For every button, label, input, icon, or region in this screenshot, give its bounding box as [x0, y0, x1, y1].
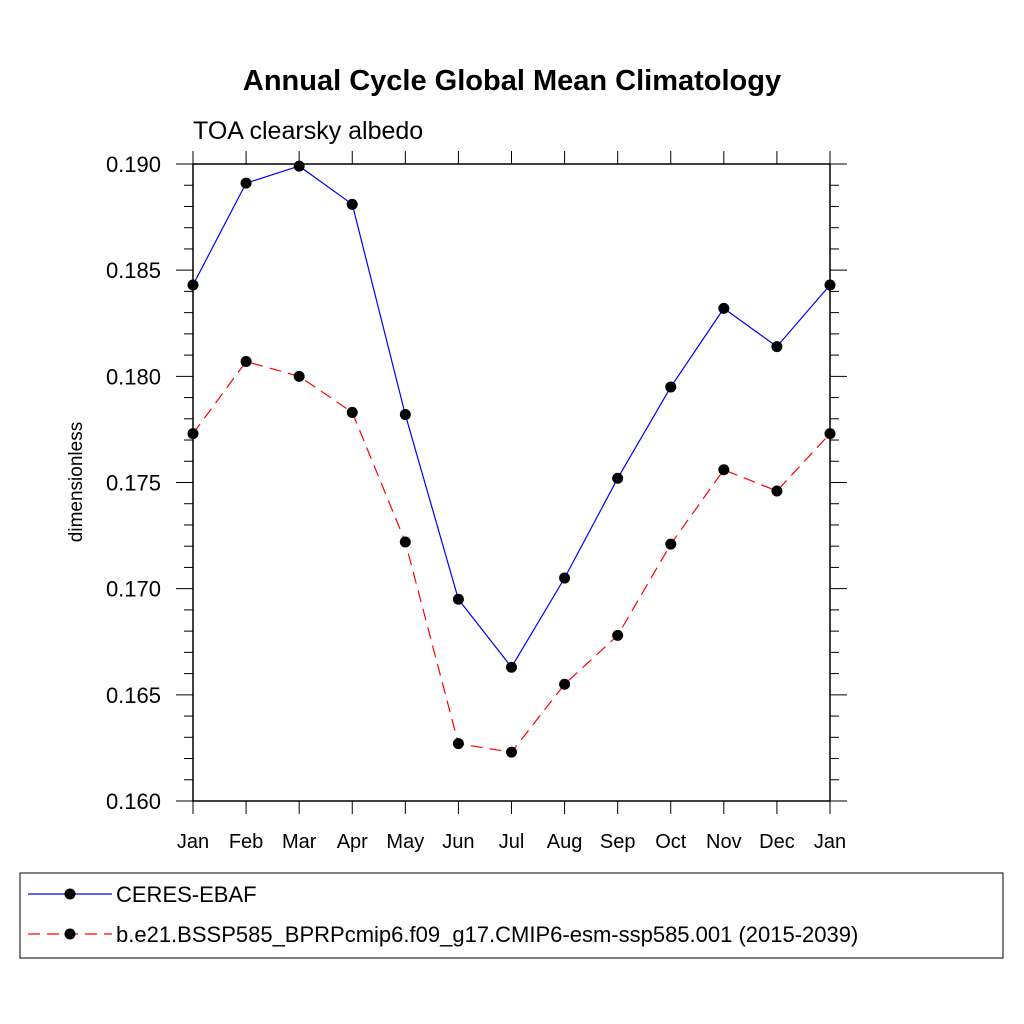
series-0-point [665, 381, 677, 393]
x-tick-label: Jun [442, 831, 474, 853]
series-0-point [452, 593, 464, 605]
y-axis-label: dimensionless [66, 422, 87, 542]
y-tick-label: 0.175 [106, 471, 161, 496]
chart-subtitle: TOA clearsky albedo [193, 117, 423, 145]
tick-labels: 0.160 0.165 0.170 0.175 0.180 0.185 0.190 Jan Fe… [106, 152, 846, 853]
x-tick-label: Mar [282, 831, 317, 853]
series-0-point [346, 198, 358, 210]
legend-marker-1 [64, 928, 76, 940]
series-1-point [559, 678, 571, 690]
series-line-0 [192, 165, 831, 669]
x-tick-label: Dec [759, 831, 795, 853]
series-0-point [612, 472, 624, 484]
x-tick-label: Jul [499, 831, 525, 853]
x-tick-label: Sep [600, 831, 636, 853]
legend: CERES-EBAF b.e21.BSSP585_BPRPcmip6.f09_g1… [19, 872, 1004, 959]
series-0-point [718, 302, 730, 314]
x-tick-label: Nov [706, 831, 742, 853]
series-0-point [559, 572, 571, 584]
series-1-point [665, 538, 677, 550]
y-tick-label: 0.190 [106, 152, 161, 177]
y-tick-label: 0.170 [106, 577, 161, 602]
series-1-point [771, 485, 783, 497]
series-0-point [399, 409, 411, 421]
series-0-point [293, 160, 305, 172]
series-1-point [452, 738, 464, 750]
y-tick-label: 0.165 [106, 683, 161, 708]
y-tick-label: 0.185 [106, 258, 161, 283]
series-1-point [346, 406, 358, 418]
x-tick-label: Jan [177, 831, 209, 853]
series-line-1 [192, 360, 831, 753]
x-tick-label: Jan [814, 831, 846, 853]
x-tick-label: Apr [337, 831, 368, 853]
legend-box [19, 872, 1004, 959]
series-0-point [240, 177, 252, 189]
series-1-point [399, 536, 411, 548]
x-tick-label: Aug [547, 831, 583, 853]
legend-label-0: CERES-EBAF [116, 882, 257, 907]
series-0-point [771, 341, 783, 353]
series-1-point [718, 464, 730, 476]
chart-title: Annual Cycle Global Mean Climatology [243, 65, 781, 97]
x-tick-label: May [386, 831, 424, 853]
axis-ticks [176, 151, 847, 814]
legend-marker-0 [64, 888, 76, 900]
y-tick-label: 0.180 [106, 364, 161, 389]
y-tick-label: 0.160 [106, 789, 161, 814]
x-tick-label: Feb [229, 831, 263, 853]
legend-label-1: b.e21.BSSP585_BPRPcmip6.f09_g17.CMIP6-es… [116, 922, 858, 947]
series-1-point [506, 746, 517, 758]
series-1-point [293, 370, 305, 382]
plot-frame [192, 163, 831, 802]
series-1-point [240, 355, 252, 367]
x-tick-label: Oct [655, 831, 687, 853]
series-points [187, 160, 836, 758]
series-1-point [612, 629, 624, 641]
series-0-point [506, 661, 517, 673]
